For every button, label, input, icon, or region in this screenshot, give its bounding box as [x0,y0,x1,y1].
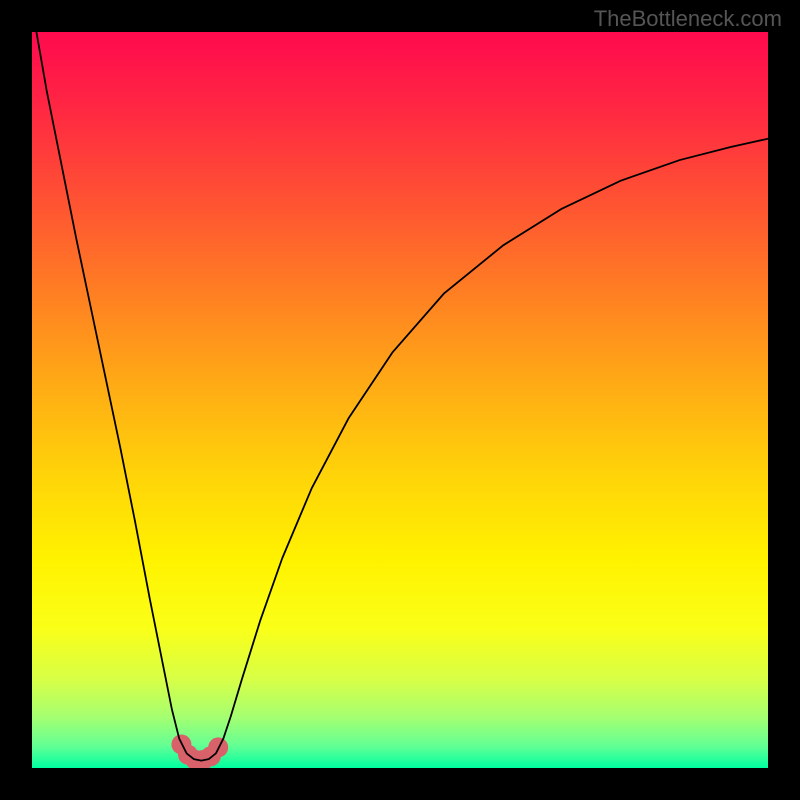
gradient-background [32,32,768,768]
chart-svg [32,32,768,768]
plot-area [32,32,768,768]
watermark-label: TheBottleneck.com [594,6,782,32]
chart-stage: TheBottleneck.com [0,0,800,800]
